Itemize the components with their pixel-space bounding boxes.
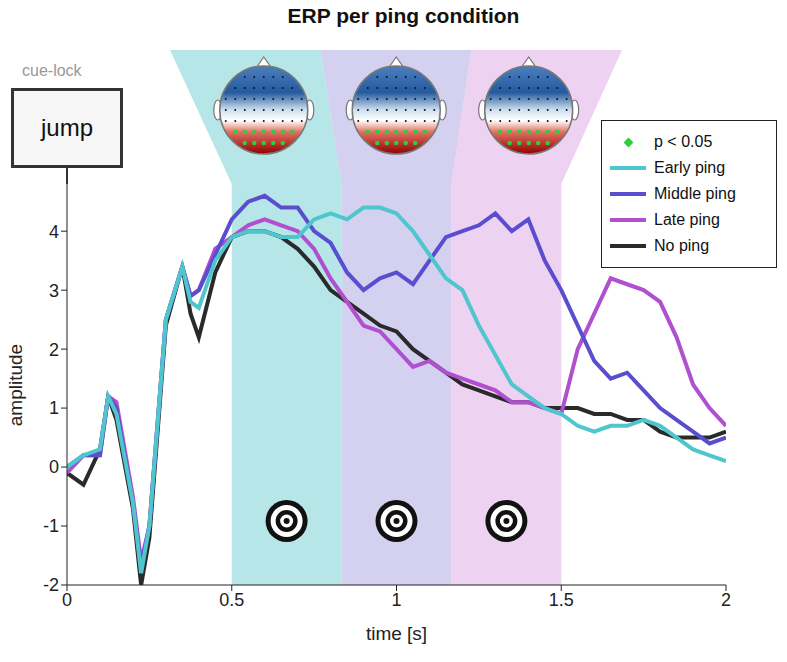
html-text:Early ping: Early ping bbox=[654, 159, 726, 176]
html-text:cue-lock: cue-lock bbox=[22, 62, 82, 79]
html-text:time [s]: time [s] bbox=[365, 623, 428, 644]
html-text:Late ping: Late ping bbox=[654, 211, 720, 228]
svg-text:3: 3 bbox=[49, 281, 59, 301]
html-text:amplitude: amplitude bbox=[5, 343, 26, 426]
svg-text:1: 1 bbox=[49, 398, 59, 418]
html-text:ERP per ping condition: ERP per ping condition bbox=[287, 4, 520, 27]
svg-text:-1: -1 bbox=[43, 516, 59, 536]
html-text:Middle ping: Middle ping bbox=[654, 185, 736, 202]
svg-text:2: 2 bbox=[721, 590, 731, 610]
svg-text:0: 0 bbox=[49, 457, 59, 477]
svg-text:1: 1 bbox=[391, 590, 401, 610]
html-text:jump: jump bbox=[41, 114, 93, 141]
svg-text:4: 4 bbox=[49, 222, 59, 242]
svg-text:1.5: 1.5 bbox=[549, 590, 574, 610]
svg-text:0.5: 0.5 bbox=[219, 590, 244, 610]
svg-text:0: 0 bbox=[62, 590, 72, 610]
html-text:p < 0.05: p < 0.05 bbox=[654, 133, 713, 150]
svg-text:-2: -2 bbox=[43, 575, 59, 595]
svg-text:2: 2 bbox=[49, 340, 59, 360]
html-text:No ping: No ping bbox=[654, 237, 710, 254]
